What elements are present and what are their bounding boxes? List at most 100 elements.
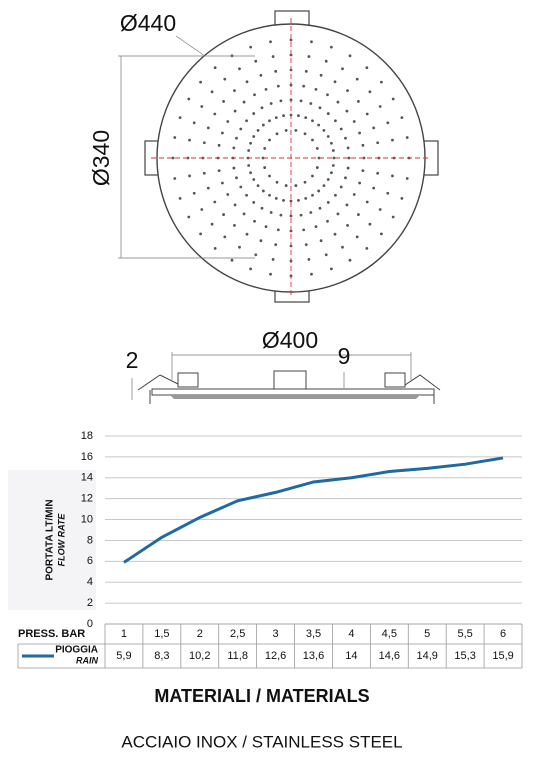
nozzle bbox=[199, 232, 203, 236]
nozzle bbox=[307, 55, 311, 58]
nozzle bbox=[309, 211, 313, 214]
nozzle bbox=[245, 119, 248, 123]
nozzle bbox=[213, 200, 217, 204]
nozzle bbox=[284, 184, 288, 187]
nozzle bbox=[245, 193, 248, 197]
y-tick-label: 2 bbox=[87, 597, 93, 609]
nozzle bbox=[202, 171, 206, 175]
nozzle bbox=[247, 149, 251, 152]
nozzle bbox=[261, 123, 265, 127]
nozzle bbox=[358, 181, 361, 185]
nozzle bbox=[297, 114, 300, 118]
nozzle bbox=[245, 232, 249, 236]
nozzle bbox=[268, 138, 271, 142]
nozzle bbox=[339, 127, 343, 131]
dim-label: 9 bbox=[338, 343, 351, 369]
nozzle bbox=[319, 239, 323, 243]
nozzle bbox=[192, 191, 196, 195]
nozzle bbox=[171, 156, 175, 160]
nozzle bbox=[339, 185, 343, 189]
nozzle bbox=[238, 245, 241, 249]
nozzle bbox=[346, 224, 349, 227]
nozzle bbox=[303, 132, 307, 136]
nozzle bbox=[317, 123, 321, 127]
nozzle bbox=[391, 97, 395, 101]
nozzle bbox=[331, 149, 335, 152]
nozzle bbox=[310, 272, 313, 276]
x-tick-label: 3 bbox=[273, 628, 279, 640]
nozzle bbox=[173, 136, 177, 139]
y-tick-label: 16 bbox=[81, 451, 93, 463]
nozzle bbox=[282, 114, 285, 118]
nozzle bbox=[213, 66, 217, 70]
nozzle bbox=[233, 109, 237, 113]
nozzle bbox=[206, 186, 210, 190]
nozzle bbox=[279, 99, 283, 103]
nozzle bbox=[341, 245, 344, 249]
nozzle bbox=[346, 89, 349, 92]
nozzle bbox=[289, 199, 293, 203]
nozzle bbox=[378, 105, 382, 108]
nozzle bbox=[294, 129, 298, 132]
nozzle bbox=[249, 171, 252, 175]
nozzle bbox=[259, 239, 263, 243]
nozzle bbox=[391, 174, 394, 178]
nozzle bbox=[256, 128, 260, 132]
value-label: 14 bbox=[345, 650, 357, 662]
nozzle bbox=[249, 45, 253, 49]
nozzle bbox=[365, 66, 369, 70]
y-label: PORTATA LT/MIN bbox=[45, 499, 56, 580]
nozzle bbox=[311, 119, 314, 123]
x-tick-label: 5,5 bbox=[457, 628, 472, 640]
side-view: Ø400 2 9 bbox=[126, 327, 441, 404]
nozzle bbox=[400, 196, 404, 200]
nozzle bbox=[200, 208, 204, 211]
nozzle bbox=[238, 67, 241, 71]
value-label: 5,9 bbox=[116, 650, 131, 662]
nozzle bbox=[188, 174, 191, 178]
nozzle bbox=[210, 222, 214, 226]
nozzle bbox=[386, 121, 390, 125]
nozzle bbox=[331, 164, 335, 167]
nozzle bbox=[221, 181, 224, 185]
nozzle bbox=[324, 253, 328, 257]
nozzle bbox=[274, 197, 278, 200]
nozzle bbox=[405, 177, 409, 180]
nozzle bbox=[334, 193, 337, 197]
nozzle bbox=[260, 206, 264, 210]
nozzle bbox=[245, 80, 249, 84]
nozzle bbox=[199, 80, 203, 84]
x-tick-label: 4 bbox=[348, 628, 354, 640]
nozzle bbox=[317, 189, 321, 193]
nozzle bbox=[217, 143, 221, 147]
nozzle bbox=[345, 203, 349, 207]
nozzle bbox=[309, 102, 313, 105]
nozzle bbox=[302, 228, 306, 232]
value-label: 8,3 bbox=[154, 650, 169, 662]
nozzle bbox=[242, 212, 246, 216]
nozzle bbox=[336, 212, 340, 216]
nozzle bbox=[268, 174, 271, 178]
nozzle bbox=[332, 156, 336, 160]
value-label: 15,9 bbox=[492, 650, 513, 662]
nozzle bbox=[271, 55, 275, 58]
y-tick-label: 18 bbox=[81, 430, 93, 442]
x-tick-label: 1 bbox=[121, 628, 127, 640]
nozzle bbox=[252, 201, 256, 204]
nozzle bbox=[249, 267, 253, 271]
x-tick-label: 2,5 bbox=[230, 628, 245, 640]
nozzle bbox=[347, 156, 351, 160]
nozzle bbox=[187, 215, 191, 219]
nozzle bbox=[289, 38, 293, 42]
nozzle bbox=[256, 184, 260, 188]
x-label: PRESS. BAR bbox=[18, 628, 85, 640]
nozzle bbox=[330, 171, 333, 175]
line-series bbox=[123, 456, 504, 564]
nozzle bbox=[226, 193, 230, 196]
nozzle bbox=[330, 141, 333, 145]
nozzle bbox=[372, 126, 376, 130]
dim-label: Ø440 bbox=[120, 10, 176, 36]
x-tick-label: 3,5 bbox=[306, 628, 321, 640]
nozzle bbox=[233, 203, 237, 207]
